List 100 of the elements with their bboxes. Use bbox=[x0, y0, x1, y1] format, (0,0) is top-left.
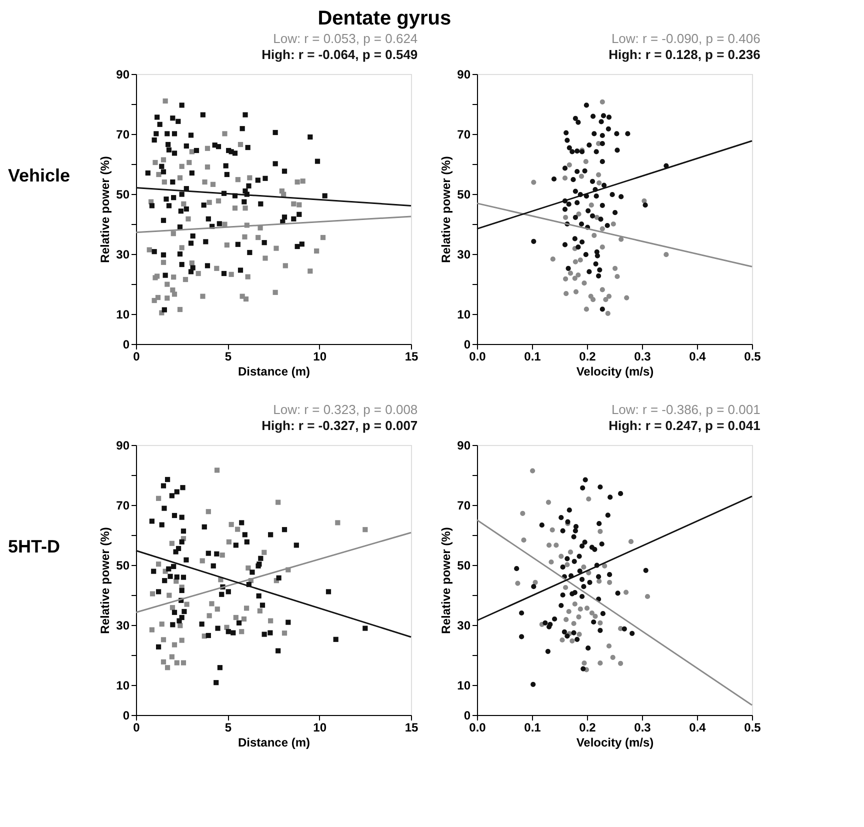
point bbox=[618, 660, 624, 666]
y-axis-title: Relative power (%) bbox=[439, 527, 454, 634]
x-tick-label: 0.3 bbox=[634, 720, 652, 734]
point bbox=[592, 614, 598, 619]
point bbox=[603, 297, 608, 302]
point bbox=[156, 562, 162, 567]
y-axis-title: Relative power (%) bbox=[98, 527, 112, 634]
point bbox=[564, 617, 569, 622]
point bbox=[532, 580, 538, 585]
x-tick-label: 0.0 bbox=[469, 720, 486, 734]
point bbox=[214, 468, 220, 473]
y-tick-label: 90 bbox=[457, 68, 471, 82]
x-tick-label: 0.1 bbox=[524, 720, 542, 734]
y-tick-label: 0 bbox=[464, 708, 471, 722]
point bbox=[550, 527, 555, 532]
y-tick-label: 50 bbox=[116, 558, 130, 572]
text: Low: r = 0.053, p = 0.624 bbox=[273, 31, 418, 46]
y-tick-label: 30 bbox=[457, 248, 471, 262]
point bbox=[564, 562, 570, 568]
point bbox=[169, 540, 174, 546]
point bbox=[614, 274, 620, 280]
point bbox=[572, 276, 578, 281]
point bbox=[172, 642, 178, 648]
point bbox=[521, 538, 526, 543]
y-tick-label: 10 bbox=[457, 678, 471, 692]
point bbox=[598, 620, 603, 626]
point bbox=[578, 174, 584, 179]
point bbox=[596, 180, 602, 186]
text: High: r = -0.064, p = 0.549 bbox=[262, 47, 418, 62]
point bbox=[546, 542, 552, 548]
point bbox=[592, 232, 597, 238]
point bbox=[174, 660, 180, 666]
point bbox=[563, 214, 568, 220]
point bbox=[169, 654, 174, 660]
y-tick-label: 70 bbox=[116, 128, 130, 142]
point bbox=[563, 276, 568, 282]
point bbox=[578, 606, 583, 612]
point bbox=[610, 221, 616, 227]
y-axis-title: Relative power (%) bbox=[439, 156, 454, 263]
x-tick-label: 5 bbox=[224, 720, 232, 734]
point bbox=[262, 550, 267, 555]
point bbox=[612, 266, 618, 271]
text: High: r = -0.327, p = 0.007 bbox=[262, 418, 418, 433]
text: Vehicle bbox=[8, 166, 70, 186]
point bbox=[159, 622, 164, 627]
text: Low: r = -0.090, p = 0.406 bbox=[611, 31, 760, 46]
point bbox=[576, 632, 582, 637]
y-tick-label: 10 bbox=[116, 678, 130, 692]
x-tick-label: 0 bbox=[133, 720, 140, 734]
point bbox=[610, 654, 616, 660]
x-tick-label: 10 bbox=[313, 350, 327, 364]
x-axis-title: Velocity (m/s) bbox=[576, 736, 654, 750]
y-tick-label: 0 bbox=[464, 338, 471, 352]
x-tick-label: 0.1 bbox=[524, 350, 542, 364]
point bbox=[335, 520, 340, 526]
point bbox=[282, 630, 288, 636]
point bbox=[362, 527, 368, 532]
y-tick-label: 30 bbox=[116, 618, 130, 632]
point bbox=[582, 660, 587, 666]
point bbox=[576, 614, 582, 620]
point bbox=[584, 606, 590, 611]
point bbox=[572, 601, 578, 607]
x-tick-label: 0.5 bbox=[744, 720, 762, 734]
point bbox=[531, 180, 536, 185]
y-tick-label: 30 bbox=[116, 248, 130, 262]
point bbox=[226, 539, 232, 544]
point bbox=[566, 162, 572, 168]
x-tick-label: 10 bbox=[313, 720, 327, 734]
point bbox=[220, 552, 225, 558]
point bbox=[546, 500, 552, 505]
y-tick-label: 10 bbox=[116, 308, 130, 322]
point bbox=[515, 580, 520, 586]
x-tick-label: 0.4 bbox=[689, 350, 706, 364]
point bbox=[605, 310, 610, 316]
text: High: r = 0.128, p = 0.236 bbox=[608, 47, 760, 62]
point bbox=[239, 629, 244, 634]
point bbox=[584, 306, 589, 312]
point bbox=[602, 563, 608, 568]
point bbox=[598, 660, 603, 666]
text: 5HT-D bbox=[8, 536, 60, 557]
point bbox=[581, 564, 586, 570]
point bbox=[179, 638, 184, 643]
x-tick-label: 15 bbox=[404, 350, 418, 364]
point bbox=[568, 270, 574, 276]
point bbox=[590, 297, 596, 302]
point bbox=[276, 500, 281, 505]
point bbox=[170, 605, 176, 610]
x-tick-label: 0.3 bbox=[634, 350, 652, 364]
point bbox=[184, 602, 190, 607]
x-tick-label: 5 bbox=[224, 350, 232, 364]
point bbox=[624, 295, 630, 300]
point bbox=[563, 584, 568, 590]
point bbox=[206, 509, 211, 514]
point bbox=[558, 554, 564, 559]
y-tick-label: 30 bbox=[457, 618, 471, 632]
point bbox=[564, 291, 569, 296]
point bbox=[550, 256, 556, 262]
point bbox=[548, 559, 554, 565]
x-axis-title: Distance (m) bbox=[238, 736, 310, 750]
point bbox=[583, 159, 588, 164]
